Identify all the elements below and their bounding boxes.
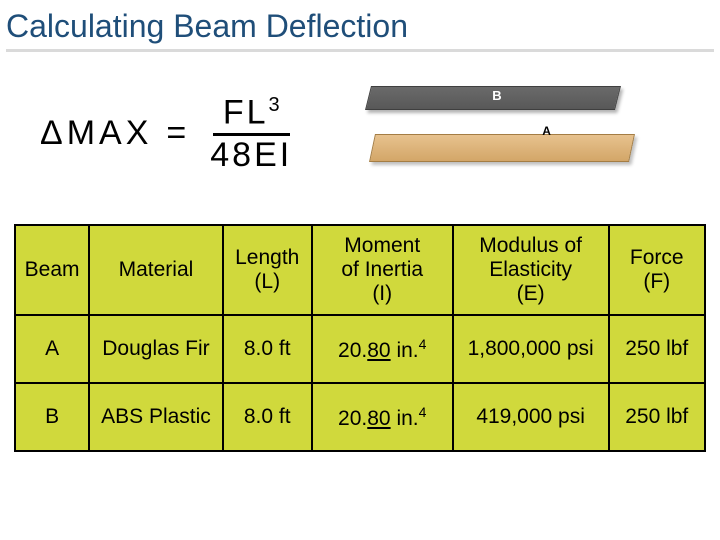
col-inertia-l2: of Inertia — [341, 258, 423, 281]
cell-modulus: 419,000 psi — [453, 383, 609, 451]
cell-length: 8.0 ft — [223, 383, 312, 451]
page-title: Calculating Beam Deflection — [0, 0, 720, 49]
cell-length: 8.0 ft — [223, 315, 312, 383]
beam-b-label: B — [492, 88, 501, 103]
cell-inertia-post: in. — [391, 339, 419, 362]
table-row: A Douglas Fir 8.0 ft 20.80 in.4 1,800,00… — [15, 315, 705, 383]
formula-num-pre: FL — [223, 93, 269, 131]
cell-inertia: 20.80 in.4 — [312, 383, 453, 451]
cell-inertia-sup: 4 — [419, 404, 427, 420]
col-modulus-l2: Elasticity — [489, 258, 572, 281]
col-length-l2: (L) — [254, 270, 280, 293]
cell-inertia-u: 80 — [367, 339, 390, 362]
col-inertia-l1: Moment — [344, 234, 420, 257]
cell-material: Douglas Fir — [89, 315, 223, 383]
cell-material: ABS Plastic — [89, 383, 223, 451]
cell-inertia-u: 80 — [367, 407, 390, 430]
beam-data-table: Beam Material Length (L) Moment of Inert… — [14, 224, 706, 452]
col-force: Force (F) — [609, 225, 705, 315]
cell-inertia-pre: 20. — [338, 407, 367, 430]
title-underline — [6, 49, 714, 52]
col-inertia: Moment of Inertia (I) — [312, 225, 453, 315]
col-modulus-l1: Modulus of — [479, 234, 582, 257]
table-row: B ABS Plastic 8.0 ft 20.80 in.4 419,000 … — [15, 383, 705, 451]
col-modulus: Modulus of Elasticity (E) — [453, 225, 609, 315]
cell-inertia-post: in. — [391, 407, 419, 430]
cell-force: 250 lbf — [609, 315, 705, 383]
cell-inertia-sup: 4 — [419, 336, 427, 352]
col-material: Material — [89, 225, 223, 315]
formula-numerator: FL3 — [213, 95, 290, 136]
data-table-wrap: Beam Material Length (L) Moment of Inert… — [0, 204, 720, 452]
deflection-formula: ΔMAX = FL3 48EI — [40, 95, 302, 174]
col-length-l1: Length — [235, 246, 299, 269]
formula-num-sup: 3 — [269, 94, 280, 116]
cell-inertia: 20.80 in.4 — [312, 315, 453, 383]
cell-modulus: 1,800,000 psi — [453, 315, 609, 383]
beam-a-graphic — [369, 134, 635, 162]
table-header-row: Beam Material Length (L) Moment of Inert… — [15, 225, 705, 315]
col-modulus-l3: (E) — [517, 282, 545, 305]
cell-inertia-pre: 20. — [338, 339, 367, 362]
col-force-l1: Force — [630, 246, 684, 269]
beam-illustration: B A — [342, 74, 642, 194]
formula-left: ΔMAX — [40, 114, 152, 153]
formula-row: ΔMAX = FL3 48EI B A — [0, 56, 720, 204]
formula-denominator: 48EI — [200, 136, 302, 174]
cell-beam: B — [15, 383, 89, 451]
cell-force: 250 lbf — [609, 383, 705, 451]
cell-beam: A — [15, 315, 89, 383]
formula-eq: = — [166, 114, 186, 153]
col-beam: Beam — [15, 225, 89, 315]
col-inertia-l3: (I) — [372, 282, 392, 305]
beam-a-label: A — [542, 124, 551, 138]
col-length: Length (L) — [223, 225, 312, 315]
col-force-l2: (F) — [643, 270, 670, 293]
formula-fraction: FL3 48EI — [200, 95, 302, 174]
